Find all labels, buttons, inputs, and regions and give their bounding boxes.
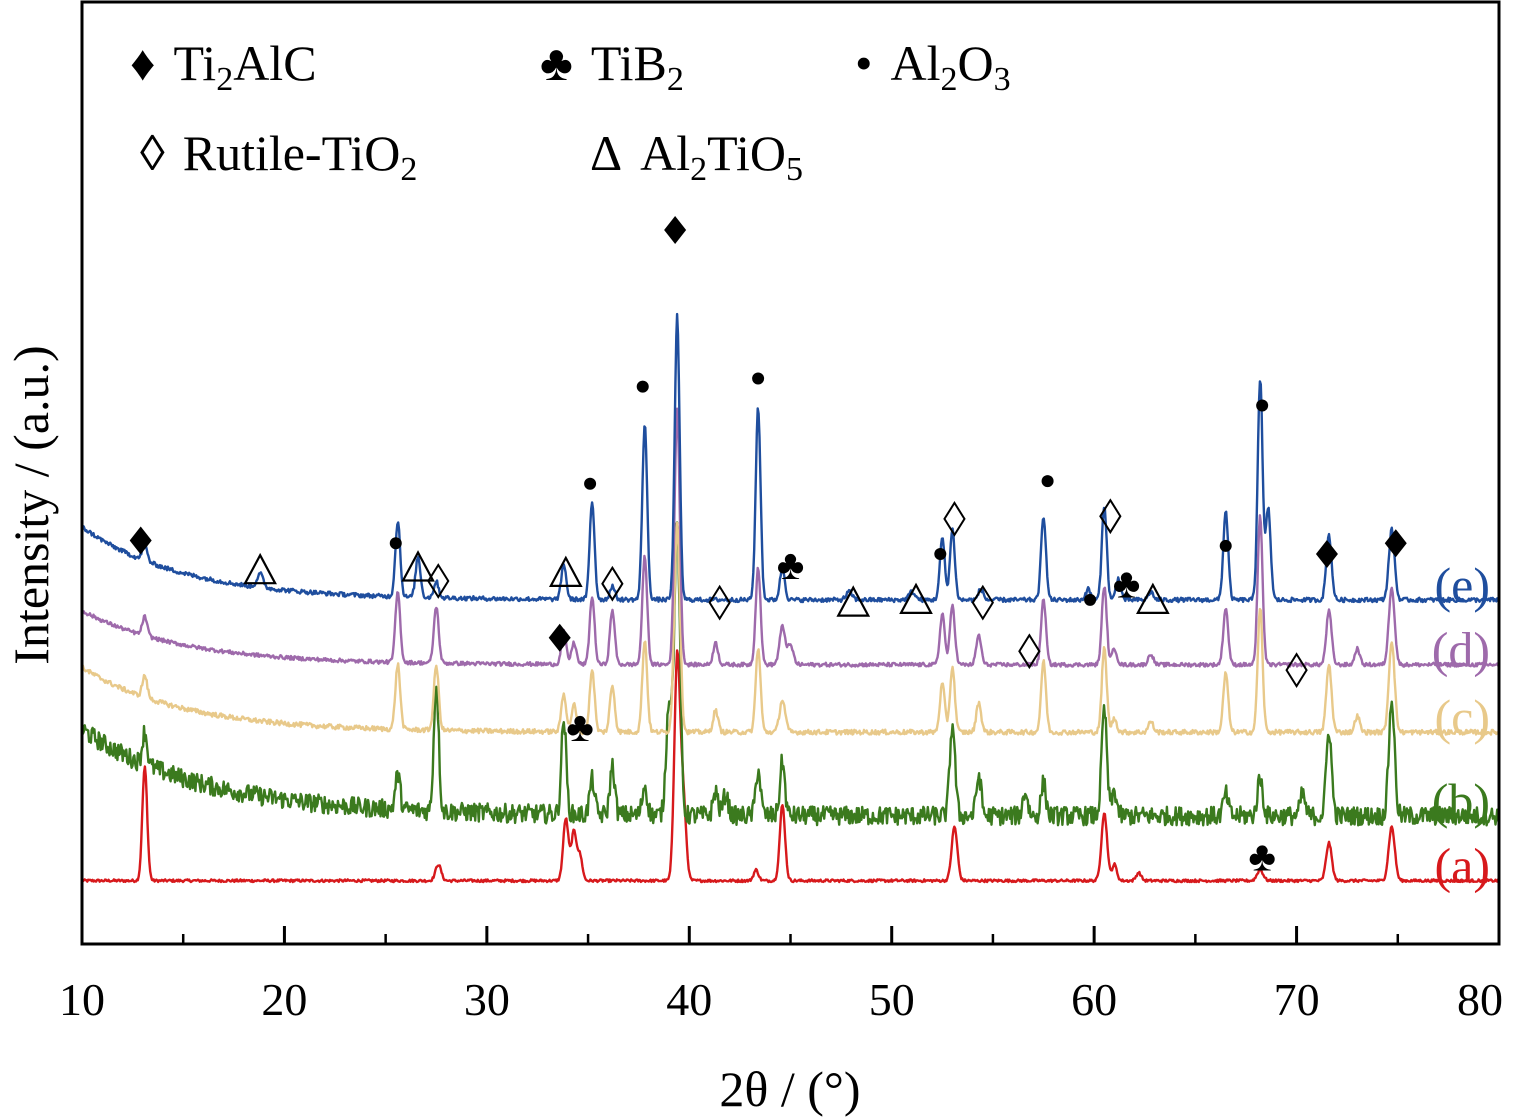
dot-marker bbox=[1256, 399, 1269, 412]
legend-subscript: 5 bbox=[785, 151, 803, 188]
open-triangle-marker bbox=[899, 582, 933, 615]
dot-marker bbox=[389, 537, 402, 550]
x-tick-label: 20 bbox=[261, 974, 307, 1025]
series-label-b: (b) bbox=[1432, 773, 1490, 829]
series-line-a bbox=[81, 649, 1500, 884]
series-line-d bbox=[81, 407, 1500, 668]
x-tick-label: 60 bbox=[1071, 974, 1117, 1025]
open-triangle-marker bbox=[401, 550, 435, 582]
open-triangle-marker bbox=[1136, 582, 1170, 615]
dot-marker bbox=[1084, 593, 1097, 606]
legend-subscript: 2 bbox=[690, 151, 708, 188]
legend-symbol: Δ bbox=[590, 125, 623, 181]
filled-diamond-marker bbox=[1384, 529, 1407, 558]
club-marker: ♣ bbox=[566, 705, 594, 751]
y-axis-title: Intensity / (a.u.) bbox=[3, 345, 59, 664]
series-label-e: (e) bbox=[1435, 557, 1491, 613]
filled-diamond-marker bbox=[129, 526, 152, 555]
open-diamond-marker bbox=[427, 563, 450, 599]
series-label-d: (d) bbox=[1432, 622, 1490, 678]
open-diamond-marker bbox=[708, 584, 731, 621]
filled-diamond-marker bbox=[1315, 540, 1338, 568]
series-line-e bbox=[81, 312, 1500, 604]
x-tick-label: 30 bbox=[464, 974, 510, 1025]
series-labels: (a) (b) (c) (d) (e) bbox=[1432, 557, 1490, 894]
legend-name-rest: TiO bbox=[707, 125, 786, 181]
legend-item: • Al2O3 bbox=[855, 35, 1011, 97]
x-tick-label: 40 bbox=[666, 974, 712, 1025]
open-triangle-marker bbox=[243, 552, 277, 585]
legend-name-rest: O bbox=[957, 35, 994, 91]
legend-name: Al bbox=[640, 125, 691, 181]
legend-symbol: ♦ bbox=[130, 35, 156, 91]
dot-marker bbox=[636, 380, 649, 393]
legend-symbol: • bbox=[855, 35, 873, 91]
dot-marker bbox=[584, 477, 597, 490]
x-tick-label: 80 bbox=[1457, 974, 1503, 1025]
legend-subscript: 3 bbox=[993, 61, 1011, 98]
dot-marker bbox=[752, 372, 765, 385]
x-tick-label: 50 bbox=[869, 974, 915, 1025]
legend-item: ◊ Rutile-TiO2 bbox=[140, 125, 417, 187]
x-axis-title-text: 2θ / (°) bbox=[719, 1061, 861, 1117]
open-diamond-marker bbox=[1285, 652, 1308, 688]
dot-marker bbox=[934, 548, 947, 560]
club-marker: ♣ bbox=[1248, 834, 1276, 880]
series-layer bbox=[80, 312, 1501, 884]
peak-annotations: ♣ ♣ ♣ ♣ bbox=[129, 216, 1407, 880]
x-tick-label: 70 bbox=[1274, 974, 1320, 1025]
series-label-c: (c) bbox=[1435, 689, 1491, 745]
club-marker: ♣ bbox=[777, 543, 805, 589]
legend-item: ♣ TiB2 bbox=[540, 35, 684, 97]
open-triangle-marker bbox=[548, 555, 583, 588]
legend-symbol: ♣ bbox=[540, 35, 573, 91]
open-triangle-marker bbox=[836, 585, 871, 617]
legend-symbol: ◊ bbox=[140, 125, 165, 181]
open-diamond-marker bbox=[601, 565, 624, 602]
dot-marker bbox=[1219, 539, 1232, 552]
filled-diamond-marker bbox=[548, 623, 571, 652]
legend-name: TiB bbox=[590, 35, 667, 91]
legend-name: Ti bbox=[173, 35, 217, 91]
x-axis-title: 2θ / (°) bbox=[0, 1060, 1525, 1118]
legend-name: Rutile-TiO bbox=[182, 125, 401, 181]
series-line-b bbox=[80, 521, 1501, 827]
legend-subscript: 2 bbox=[400, 151, 418, 188]
club-marker: ♣ bbox=[1113, 562, 1141, 608]
open-diamond-marker bbox=[1018, 633, 1041, 670]
legend-name-rest: AlC bbox=[233, 35, 317, 91]
x-tick-label: 10 bbox=[59, 974, 105, 1025]
legend-item: Δ Al2TiO5 bbox=[590, 125, 803, 187]
series-label-a: (a) bbox=[1435, 838, 1491, 894]
legend-subscript: 2 bbox=[940, 61, 958, 98]
legend-name: Al bbox=[890, 35, 941, 91]
open-diamond-marker bbox=[1099, 498, 1122, 535]
legend-item: ♦ Ti2AlC bbox=[130, 35, 317, 97]
open-diamond-marker bbox=[971, 584, 994, 621]
filled-diamond-marker bbox=[664, 216, 687, 244]
series-line-c bbox=[81, 521, 1500, 736]
legend-subscript: 2 bbox=[216, 61, 234, 98]
legend-subscript: 2 bbox=[666, 61, 684, 98]
open-diamond-marker bbox=[943, 501, 966, 537]
dot-marker bbox=[1041, 475, 1054, 488]
x-axis-ticks: 10 20 30 40 50 60 70 80 bbox=[59, 926, 1503, 1025]
